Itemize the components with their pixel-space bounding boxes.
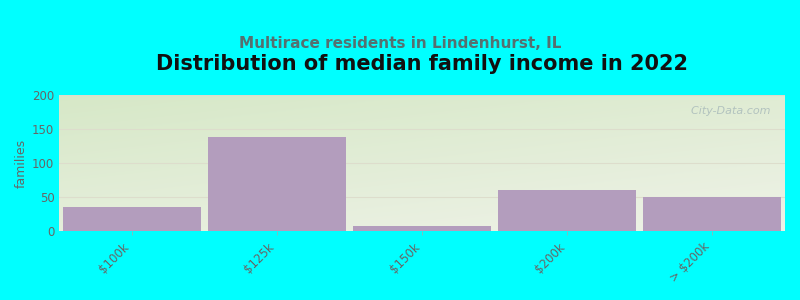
Bar [63,207,201,231]
Text: Multirace residents in Lindenhurst, IL: Multirace residents in Lindenhurst, IL [239,36,561,51]
Bar [353,226,491,231]
Y-axis label: families: families [15,139,28,188]
Text: City-Data.com: City-Data.com [684,106,770,116]
Bar [498,190,636,231]
Title: Distribution of median family income in 2022: Distribution of median family income in … [156,54,688,74]
Bar [208,137,346,231]
Bar [643,197,782,231]
